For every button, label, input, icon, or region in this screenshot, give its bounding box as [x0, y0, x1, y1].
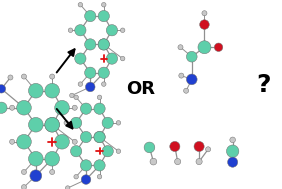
Ellipse shape: [98, 39, 109, 50]
Ellipse shape: [198, 41, 211, 54]
Ellipse shape: [0, 85, 6, 93]
Ellipse shape: [50, 74, 55, 79]
Text: ?: ?: [256, 73, 271, 97]
Ellipse shape: [194, 141, 204, 152]
Ellipse shape: [116, 121, 121, 125]
Ellipse shape: [17, 134, 31, 149]
Ellipse shape: [55, 100, 69, 115]
Ellipse shape: [85, 10, 96, 22]
Ellipse shape: [150, 158, 157, 165]
Ellipse shape: [94, 131, 105, 143]
Ellipse shape: [30, 170, 42, 182]
Ellipse shape: [55, 134, 69, 149]
Ellipse shape: [206, 147, 211, 152]
Ellipse shape: [17, 100, 31, 115]
Ellipse shape: [226, 145, 239, 157]
Ellipse shape: [94, 131, 105, 143]
Ellipse shape: [45, 117, 60, 132]
Ellipse shape: [45, 117, 60, 132]
Ellipse shape: [102, 117, 113, 129]
Ellipse shape: [85, 67, 96, 78]
Ellipse shape: [45, 83, 60, 98]
Ellipse shape: [186, 74, 197, 85]
Ellipse shape: [98, 67, 109, 78]
Ellipse shape: [78, 2, 83, 7]
Ellipse shape: [74, 95, 78, 100]
Ellipse shape: [70, 117, 82, 129]
Ellipse shape: [184, 88, 189, 93]
Ellipse shape: [144, 142, 155, 153]
Ellipse shape: [94, 160, 105, 171]
Ellipse shape: [186, 51, 197, 62]
Ellipse shape: [228, 157, 238, 167]
Ellipse shape: [200, 20, 209, 29]
Ellipse shape: [102, 146, 113, 157]
Ellipse shape: [50, 170, 55, 174]
Ellipse shape: [97, 95, 102, 100]
Ellipse shape: [85, 39, 96, 50]
Ellipse shape: [74, 174, 78, 179]
Ellipse shape: [75, 25, 86, 36]
Ellipse shape: [10, 139, 15, 144]
Ellipse shape: [21, 74, 27, 79]
Ellipse shape: [72, 139, 77, 144]
Ellipse shape: [120, 28, 125, 33]
Ellipse shape: [78, 82, 83, 86]
Ellipse shape: [179, 73, 184, 78]
Ellipse shape: [175, 159, 181, 165]
Ellipse shape: [116, 149, 121, 153]
Text: OR: OR: [127, 80, 155, 98]
Ellipse shape: [21, 170, 27, 174]
Ellipse shape: [102, 2, 106, 7]
Ellipse shape: [102, 82, 106, 86]
Ellipse shape: [97, 174, 102, 179]
Ellipse shape: [80, 103, 92, 114]
Ellipse shape: [178, 45, 183, 50]
Ellipse shape: [70, 93, 74, 98]
Ellipse shape: [85, 82, 95, 92]
Ellipse shape: [81, 175, 91, 184]
Ellipse shape: [72, 105, 77, 110]
Ellipse shape: [28, 83, 43, 98]
Ellipse shape: [10, 105, 15, 110]
Ellipse shape: [64, 121, 69, 125]
Ellipse shape: [68, 28, 73, 33]
Ellipse shape: [170, 141, 180, 152]
Ellipse shape: [98, 10, 109, 22]
Ellipse shape: [94, 103, 105, 114]
Ellipse shape: [202, 11, 207, 16]
Ellipse shape: [21, 185, 27, 189]
Ellipse shape: [28, 117, 43, 132]
Ellipse shape: [196, 159, 202, 165]
Ellipse shape: [45, 151, 60, 166]
Ellipse shape: [120, 56, 125, 61]
Ellipse shape: [28, 151, 43, 166]
Ellipse shape: [75, 53, 86, 64]
Ellipse shape: [106, 53, 118, 64]
Ellipse shape: [98, 39, 109, 50]
Ellipse shape: [65, 186, 70, 189]
Ellipse shape: [0, 102, 7, 113]
Ellipse shape: [80, 131, 92, 143]
Ellipse shape: [80, 160, 92, 171]
Ellipse shape: [214, 43, 223, 51]
Ellipse shape: [8, 75, 13, 80]
Ellipse shape: [106, 25, 118, 36]
Ellipse shape: [230, 137, 235, 143]
Ellipse shape: [70, 146, 82, 157]
